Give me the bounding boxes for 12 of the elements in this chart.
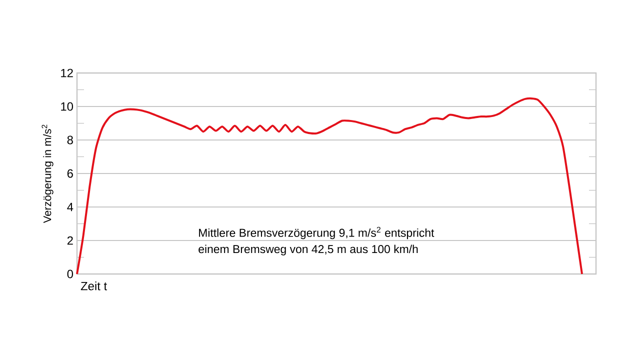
annotation: einem Bremsweg von 42,5 m aus 100 km/h: [198, 244, 418, 256]
x-axis-title: Zeit t: [80, 282, 107, 290]
y-axis-title: Verzögerung in m/s$^{2}$: [42, 124, 54, 224]
y-tick-label: 2: [67, 236, 73, 245]
annotation: Mittlere Bremsverzögerung 9,1 m/s$^{2}$ entspricht: [199, 226, 434, 240]
y-tick-label: 4: [67, 202, 74, 212]
y-tick-label: 10: [61, 102, 74, 111]
y-tick-label: 0: [67, 270, 74, 278]
y-tick-label: 8: [67, 136, 73, 144]
y-tick-label: 12: [61, 68, 73, 78]
line-series: [76, 97, 584, 275]
y-tick-label: 6: [67, 169, 73, 178]
